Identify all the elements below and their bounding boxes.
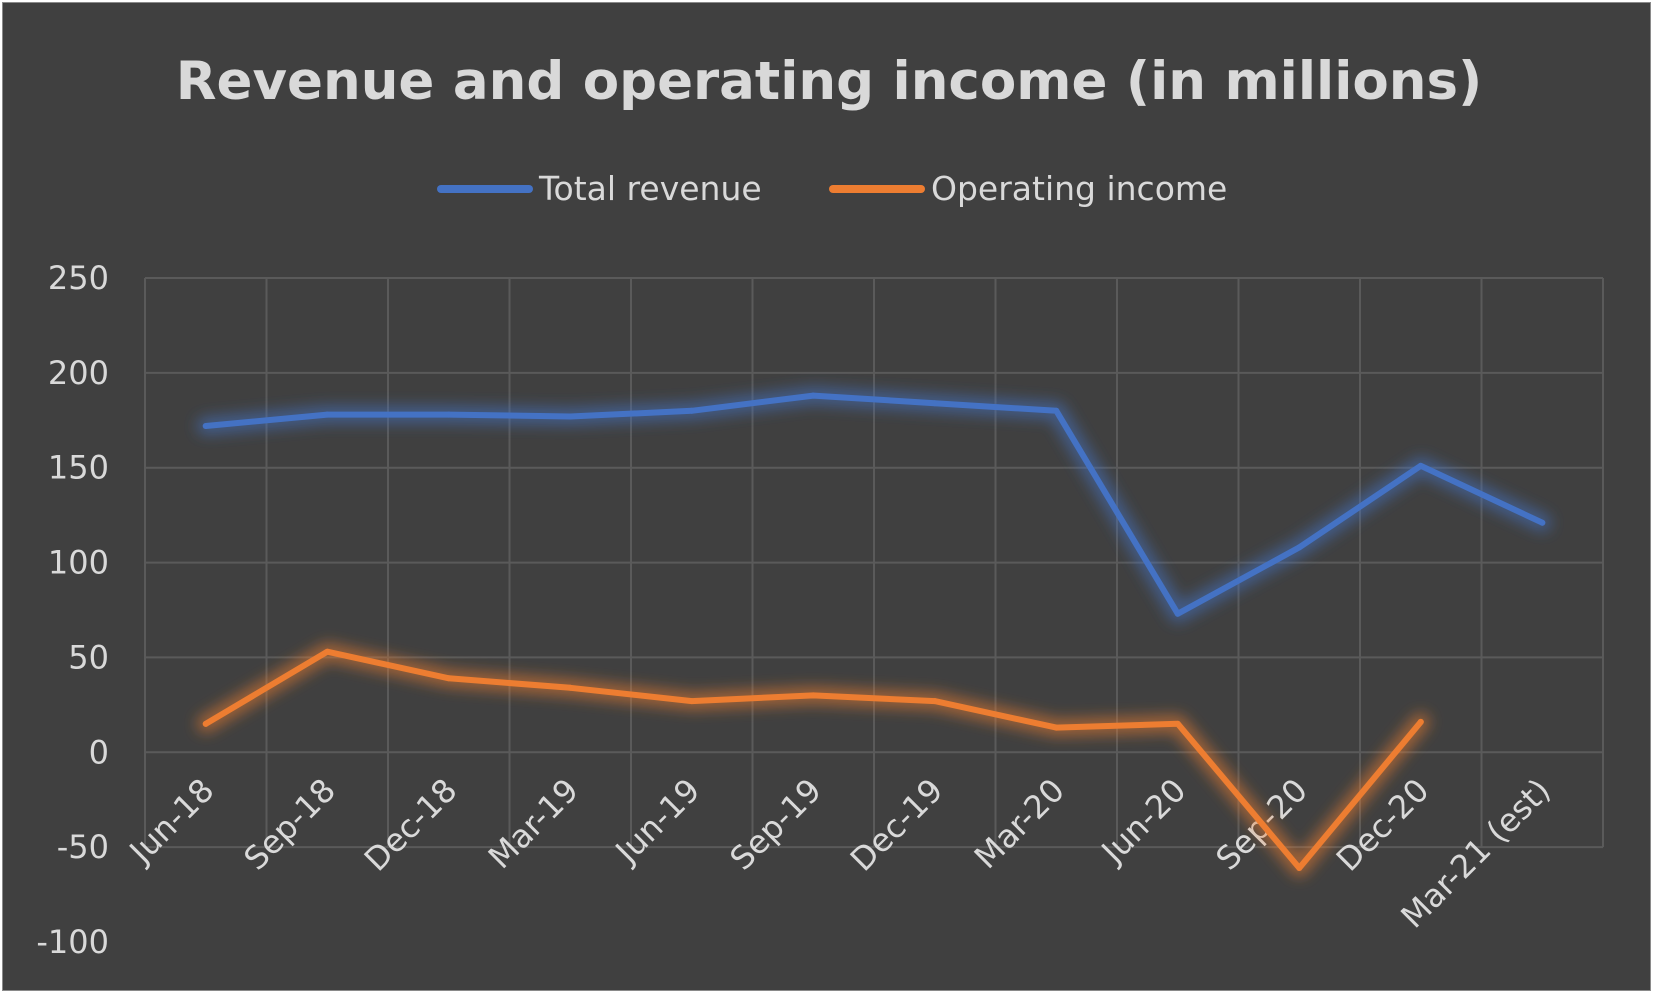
grid [144,277,1604,849]
legend: Total revenue Operating income [437,169,1227,208]
data-point-total-revenue [1296,544,1303,551]
legend-label-operating-income: Operating income [931,169,1227,208]
x-tick-label: Mar-20 [967,771,1072,876]
y-tick-label: 100 [48,544,109,582]
y-tick-label: 250 [48,259,109,297]
data-point-operating-income [567,684,574,691]
x-tick-label: Sep-19 [722,771,828,877]
data-point-operating-income [1053,724,1060,731]
data-point-operating-income [445,675,452,682]
data-point-operating-income [688,698,695,705]
data-point-operating-income [1174,720,1181,727]
data-point-operating-income [1417,718,1424,725]
legend-label-total-revenue: Total revenue [538,169,762,208]
data-point-total-revenue [1053,407,1060,414]
y-tick-label: -100 [36,923,109,961]
series-line-total-revenue [202,392,1546,617]
data-point-total-revenue [567,413,574,420]
data-point-total-revenue [202,422,209,429]
chart-title: Revenue and operating income (in million… [176,51,1483,112]
x-tick-label: Jun-20 [1093,771,1194,872]
data-point-operating-income [810,692,817,699]
x-axis: Jun-18 Sep-18 Dec-18 Mar-19 Jun-19 Sep-19 Dec-… [121,771,1558,936]
series-layer [196,386,1552,877]
data-point-operating-income [324,648,331,655]
x-tick-label: Dec-18 [357,771,465,879]
data-point-operating-income [931,698,938,705]
data-point-total-revenue [1539,519,1546,526]
data-point-operating-income [1296,865,1303,872]
x-tick-label: Dec-19 [843,771,951,879]
data-point-total-revenue [688,407,695,414]
y-tick-label: 200 [48,354,109,392]
y-tick-label: 50 [68,638,109,676]
data-point-total-revenue [1417,462,1424,469]
y-tick-label: -50 [57,828,109,866]
data-point-total-revenue [931,400,938,407]
x-tick-label: Jun-18 [121,771,222,872]
y-tick-label: 0 [89,733,109,771]
data-point-total-revenue [324,411,331,418]
data-point-operating-income [202,720,209,727]
x-tick-label: Sep-18 [236,771,342,877]
data-point-total-revenue [445,411,452,418]
data-point-total-revenue [810,392,817,399]
data-point-total-revenue [1174,610,1181,617]
y-axis: 250 200 150 100 50 0 -50 -100 [36,259,109,961]
line-chart: Revenue and operating income (in million… [36,51,1604,961]
y-tick-label: 150 [48,449,109,487]
x-tick-label: Jun-19 [607,771,708,872]
x-tick-label: Mar-19 [481,771,586,876]
